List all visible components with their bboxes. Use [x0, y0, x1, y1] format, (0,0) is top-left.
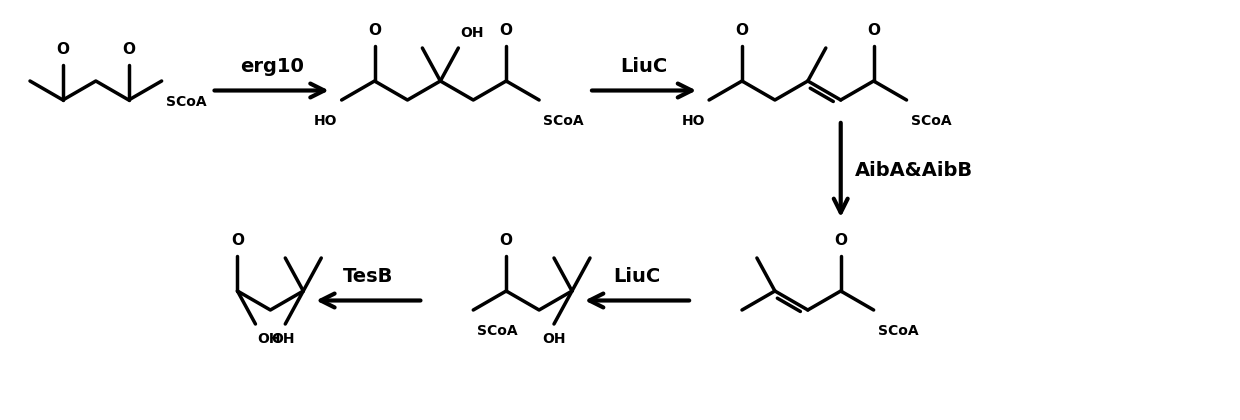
Text: OH: OH [258, 332, 281, 346]
Text: TesB: TesB [343, 268, 393, 286]
Text: SCoA: SCoA [543, 114, 584, 128]
Text: O: O [368, 23, 381, 38]
Text: SCoA: SCoA [477, 324, 518, 338]
Text: SCoA: SCoA [166, 95, 206, 109]
Text: OH: OH [272, 332, 295, 346]
Text: O: O [835, 233, 847, 248]
Text: erg10: erg10 [239, 58, 304, 76]
Text: O: O [500, 233, 512, 248]
Text: SCoA: SCoA [878, 324, 919, 338]
Text: LiuC: LiuC [614, 268, 661, 286]
Text: HO: HO [314, 114, 337, 128]
Text: O: O [56, 42, 69, 57]
Text: O: O [123, 42, 135, 57]
Text: O: O [867, 23, 880, 38]
Text: O: O [231, 233, 244, 248]
Text: OH: OH [542, 332, 565, 346]
Text: AibA&AibB: AibA&AibB [854, 160, 973, 179]
Text: O: O [735, 23, 749, 38]
Text: HO: HO [682, 114, 706, 128]
Text: OH: OH [460, 26, 484, 40]
Text: SCoA: SCoA [910, 114, 951, 128]
Text: LiuC: LiuC [620, 58, 667, 76]
Text: O: O [500, 23, 512, 38]
